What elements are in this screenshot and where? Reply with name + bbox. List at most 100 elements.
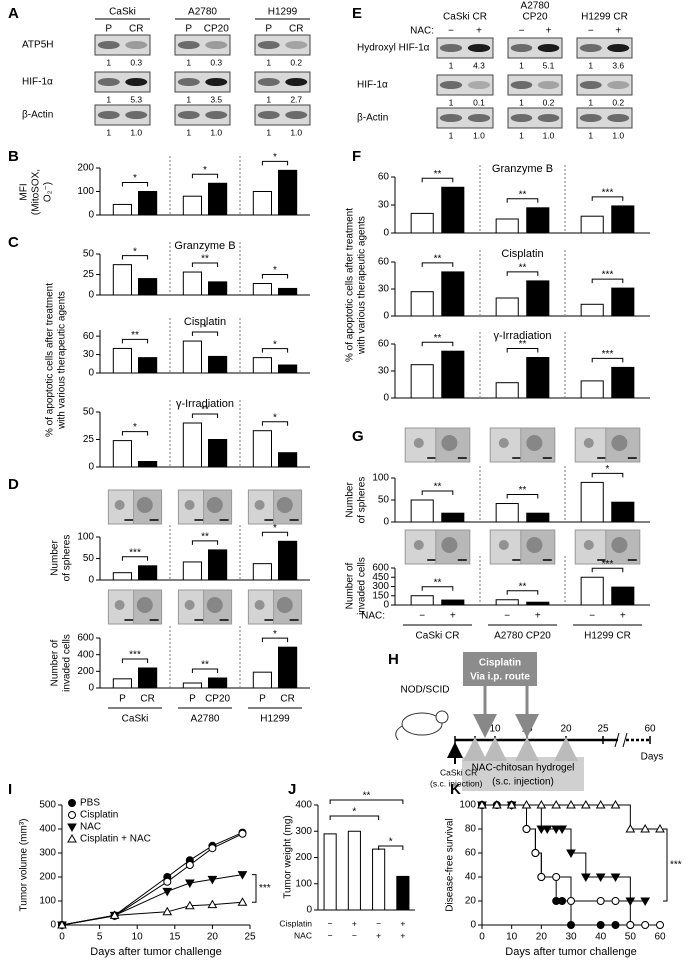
- micrograph-cell: [136, 597, 153, 613]
- y-axis-label: Number of: [345, 562, 356, 609]
- blot-row-label: β-Actin: [357, 113, 388, 124]
- significance-label: **: [434, 577, 442, 588]
- significance-label: ***: [129, 547, 141, 558]
- y-tick-label: 100: [459, 800, 476, 811]
- point: [580, 799, 591, 809]
- mouse-icon: [435, 710, 449, 724]
- y-axis-label: Number: [345, 482, 356, 518]
- band: [607, 44, 630, 52]
- bar: [208, 355, 228, 374]
- blot: [436, 107, 494, 129]
- micrograph-cell: [583, 438, 594, 448]
- quantification: 1.0: [543, 130, 555, 140]
- significance-label: *: [273, 523, 277, 534]
- bar: [138, 191, 158, 216]
- y-tick-label: 50: [83, 553, 95, 564]
- y-tick-label: 50: [83, 407, 95, 418]
- band: [467, 114, 491, 122]
- lane-label: +: [476, 26, 482, 37]
- series-line: [61, 874, 243, 926]
- quantification: 5.3: [130, 94, 142, 104]
- bar: [396, 875, 410, 911]
- micrograph-cell: [498, 438, 509, 448]
- y-tick-label: 30: [378, 284, 390, 295]
- y-tick-label: 0: [50, 920, 56, 931]
- point: [625, 897, 636, 907]
- y-tick-label: 100: [295, 878, 312, 889]
- hydrogel-label: (s.c. injection): [492, 777, 554, 788]
- band: [285, 41, 308, 49]
- bar: [495, 599, 519, 606]
- blot: [254, 104, 311, 126]
- condition-name: NAC: [294, 930, 312, 940]
- x-tick-label: 20: [536, 932, 548, 943]
- bar: [278, 540, 298, 581]
- bar: [526, 601, 550, 606]
- bar: [526, 280, 550, 317]
- point: [491, 799, 502, 809]
- x-tick-label: 60: [654, 932, 666, 943]
- x-tick-label: 40: [595, 932, 607, 943]
- significance-label: *: [273, 629, 277, 640]
- significance-label: **: [519, 339, 527, 350]
- bar: [112, 203, 133, 216]
- unit-label: Days: [641, 752, 664, 763]
- y-axis-label: invaded cells: [357, 557, 368, 615]
- significance-label: ***: [129, 650, 141, 661]
- condition-value: −: [376, 918, 381, 928]
- significance-label: *: [273, 339, 277, 350]
- significance-label: **: [363, 791, 371, 802]
- quantification: 3.6: [612, 60, 624, 70]
- significance-label: *: [133, 173, 137, 184]
- y-tick-label: 30: [378, 366, 390, 377]
- band: [125, 41, 148, 49]
- point: [163, 877, 172, 886]
- quantification: 3.5: [210, 94, 222, 104]
- x-tick-label: P: [119, 694, 126, 705]
- quantification: 1.0: [130, 127, 142, 137]
- bar: [252, 357, 273, 374]
- band: [285, 111, 308, 119]
- band: [510, 114, 533, 122]
- y-tick-label: 25: [83, 434, 95, 445]
- significance-bracket: [252, 874, 257, 903]
- significance-label: *: [389, 837, 393, 848]
- y-tick-label: 60: [378, 172, 390, 183]
- point: [522, 825, 531, 833]
- y-tick-label: 400: [77, 649, 94, 660]
- point: [611, 921, 620, 929]
- bar: [208, 182, 228, 216]
- blot: [507, 37, 563, 59]
- x-tick-label: +: [535, 611, 541, 622]
- day-label: 10: [489, 724, 501, 735]
- significance-label: *: [273, 152, 277, 163]
- blot: [507, 107, 563, 129]
- lane-prefix: NAC:: [410, 26, 434, 37]
- y-axis-label: Tumor weight (mg): [283, 815, 294, 899]
- y-tick-label: 400: [39, 824, 56, 835]
- band: [537, 81, 560, 89]
- x-tick-label: 15: [169, 932, 181, 943]
- bar: [252, 563, 273, 581]
- quantification: 1: [519, 60, 524, 70]
- band: [125, 78, 148, 86]
- blot: [254, 34, 311, 56]
- significance-bracket: [261, 160, 289, 166]
- point: [595, 873, 606, 883]
- micrograph-cell: [526, 435, 543, 451]
- blot: [576, 37, 633, 59]
- y-tick-label: 0: [306, 905, 312, 916]
- blot: [94, 34, 151, 56]
- quantification: 1: [266, 127, 271, 137]
- band: [97, 111, 120, 119]
- blot-column-label: A2780: [521, 1, 550, 12]
- point: [162, 906, 173, 916]
- y-tick-label: 200: [77, 666, 94, 677]
- x-tick-label: 25: [244, 932, 256, 943]
- y-axis-label: with various therapeutic agents: [57, 291, 68, 430]
- significance-bracket: [591, 357, 624, 363]
- x-tick-label: 20: [207, 932, 219, 943]
- significance-bracket: [591, 278, 624, 284]
- cisplatin-label: Cisplatin: [479, 658, 521, 669]
